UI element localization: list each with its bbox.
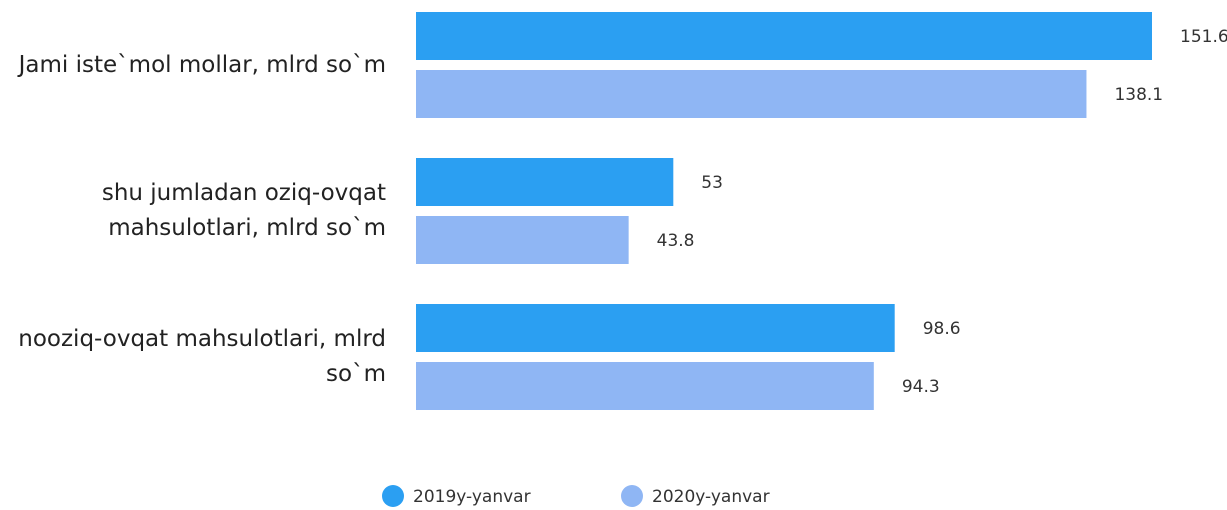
category-label: nooziq-ovqat mahsulotlari, mlrd so`m [18,326,386,387]
legend-marker [382,485,404,507]
category-label: Jami iste`mol mollar, mlrd so`m [18,51,386,78]
value-label: 151.6 [1180,27,1227,47]
value-label: 94.3 [902,377,940,397]
bar [416,12,1152,60]
bar [416,362,874,410]
value-label: 98.6 [923,319,961,339]
legend-label: 2020y-yanvar [652,487,770,507]
value-label: 53 [701,173,723,193]
bar [416,304,895,352]
value-label: 43.8 [657,231,695,251]
category-label: shu jumladan oziq-ovqat mahsulotlari, ml… [101,180,386,241]
bar [416,216,629,264]
bar [416,158,674,206]
value-label: 138.1 [1114,85,1163,105]
legend-label: 2019y-yanvar [413,487,531,507]
bar [416,70,1087,118]
legend-marker [621,485,643,507]
